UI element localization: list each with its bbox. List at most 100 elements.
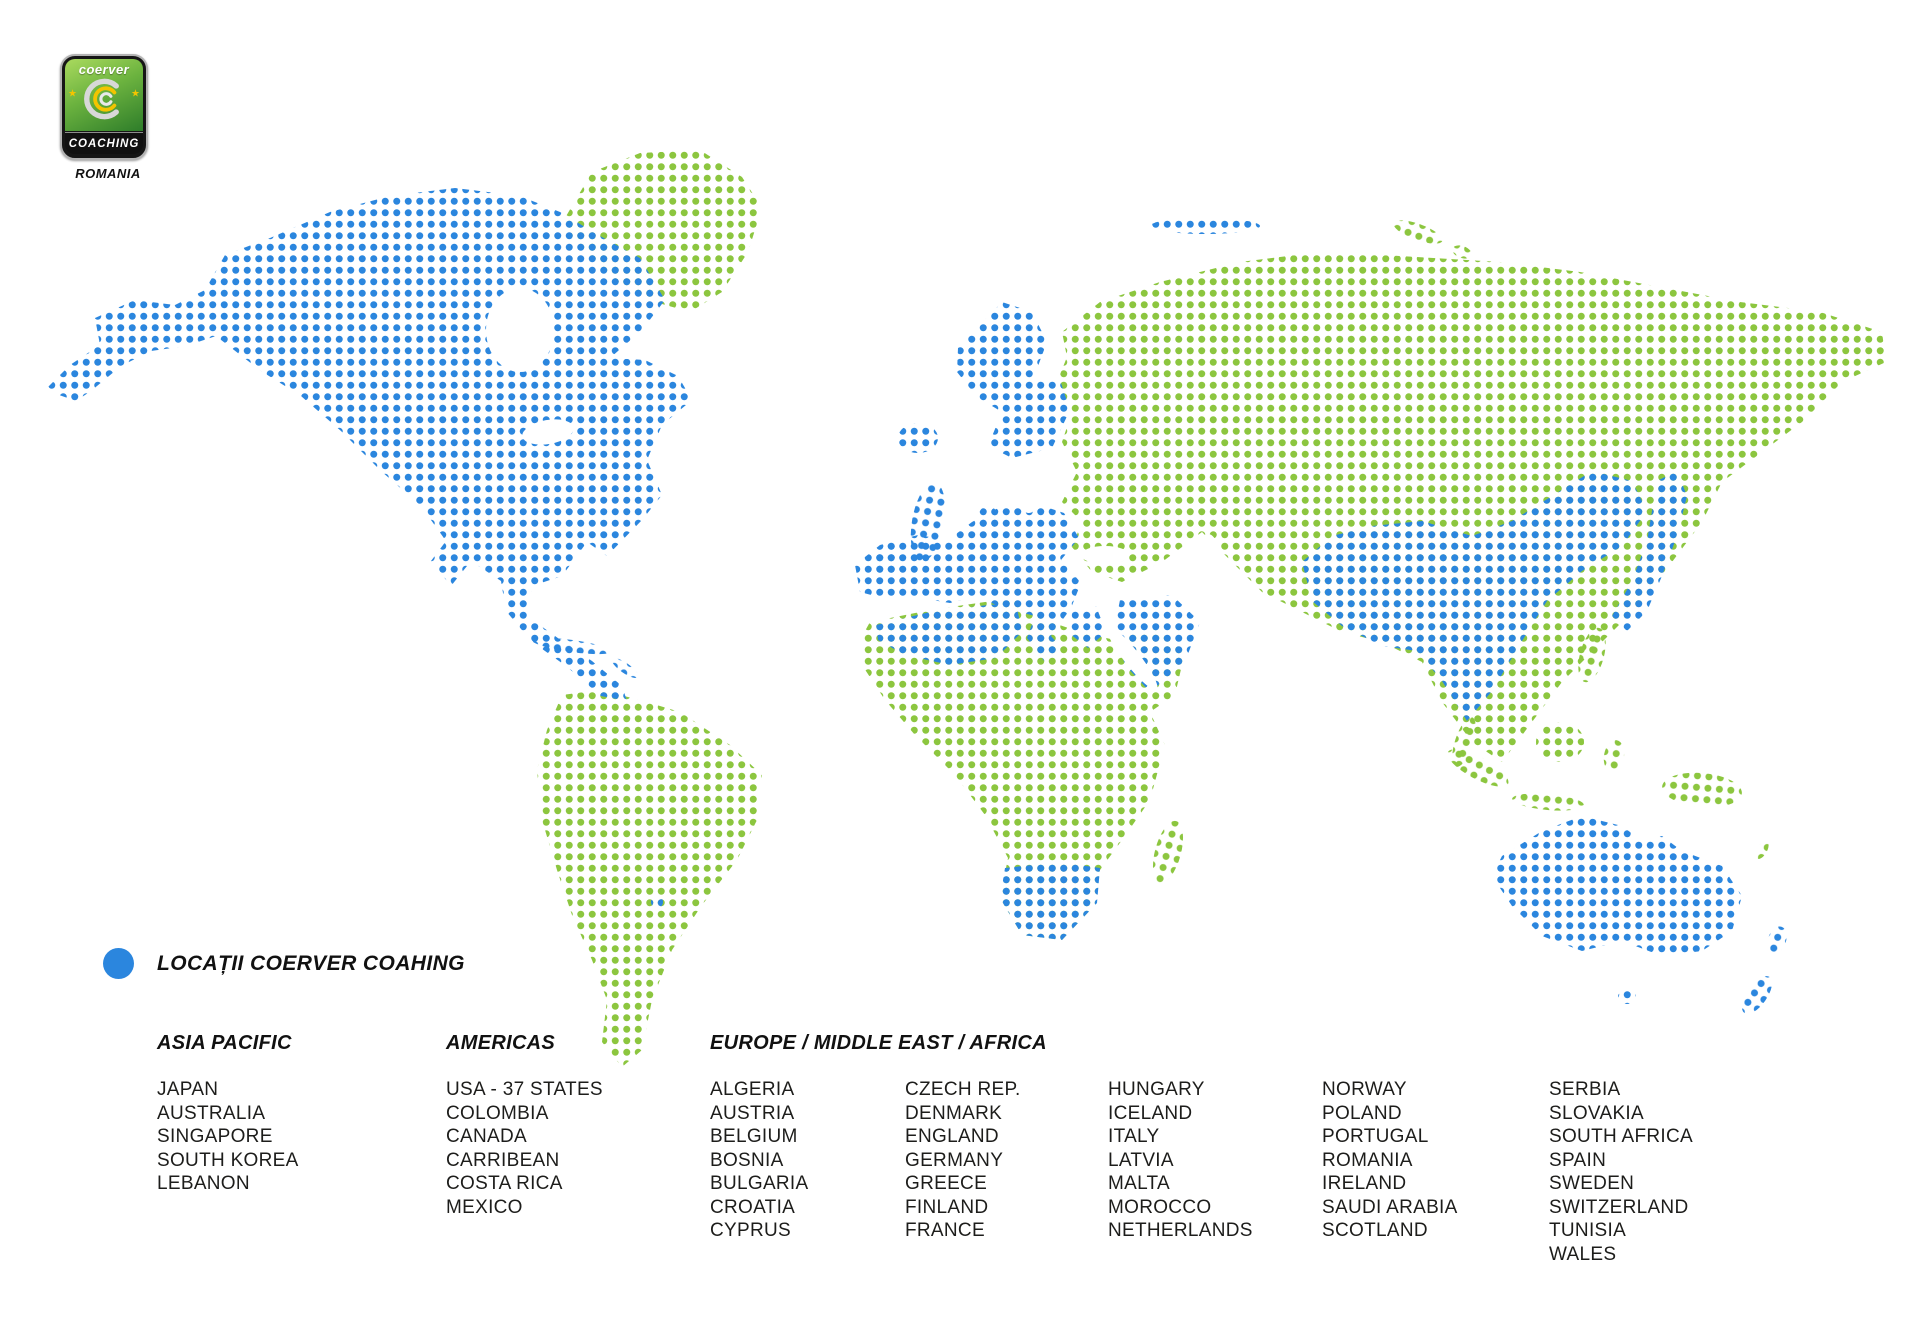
country-item-spain: SPAIN: [1549, 1149, 1607, 1171]
logo-country-label: ROMANIA: [75, 166, 141, 181]
red-sea-region: [1106, 626, 1158, 690]
star-icon: ★: [131, 88, 140, 100]
country-item-canada: CANADA: [446, 1126, 527, 1147]
australia-region: [1492, 816, 1742, 956]
svalbard-region: [1150, 218, 1260, 234]
country-item-lebanon: LEBANON: [157, 1173, 250, 1194]
scandinavia-region: [957, 302, 1070, 458]
country-item-carribean: CARRIBEAN: [446, 1149, 560, 1171]
iceland-region: [898, 423, 938, 453]
country-column-asia-pacific-1: JAPAN AUSTRALIA SINGAPORE SOUTH KOREA LEBANO…: [157, 1078, 299, 1196]
coerver-swirl-icon: [84, 79, 119, 120]
country-item-romania: ROMANIA: [1322, 1149, 1413, 1171]
hudson-bay-region: [486, 288, 554, 372]
caspian-sea-region: [1196, 534, 1220, 586]
country-column-europe-middle-east-africa-2: CZECH REP. DENMARK ENGLAND GERMANY GREECE FIN…: [905, 1078, 1021, 1243]
nw-africa-region: [876, 603, 1022, 665]
new-guinea-region: [1662, 772, 1742, 808]
country-item-australia: AUSTRALIA: [157, 1102, 266, 1124]
country-item-croatia: CROATIA: [710, 1196, 796, 1218]
country-item-tunisia: TUNISIA: [1549, 1220, 1627, 1241]
baltic-sea-region: [1000, 463, 1036, 513]
country-item-serbia: SERBIA: [1549, 1079, 1621, 1100]
south-africa-region: [1000, 862, 1100, 940]
caribbean-region: [532, 637, 612, 655]
country-item-finland: FINLAND: [905, 1196, 989, 1218]
country-item-sweden: SWEDEN: [1549, 1173, 1635, 1194]
location-dot-icon: [103, 948, 134, 979]
sulawesi-region: [1603, 740, 1625, 772]
country-item-malta: MALTA: [1108, 1173, 1171, 1194]
great-lakes-region: [522, 419, 574, 445]
south-chile-location-region: [651, 896, 663, 908]
legend-label: LOCAȚII COERVER COAHING: [157, 951, 465, 975]
country-item-hungary: HUNGARY: [1108, 1079, 1205, 1100]
country-column-europe-middle-east-africa-4: NORWAY POLAND PORTUGAL ROMANIA IRELAND SAUDI …: [1322, 1078, 1458, 1243]
new-zealand-north-region: [1767, 926, 1787, 954]
country-item-iceland: ICELAND: [1108, 1102, 1193, 1124]
country-column-americas-1: USA - 37 STATES COLOMBIA CANADA CARRIBEAN CO…: [446, 1078, 603, 1219]
tasmania-region: [1618, 990, 1636, 1004]
country-item-japan: JAPAN: [157, 1079, 219, 1100]
greece-region: [1070, 606, 1106, 648]
country-column-europe-middle-east-africa-3: HUNGARY ICELAND ITALY LATVIA MALTA MOROCCO NET…: [1108, 1078, 1253, 1243]
south-asia-region: [1302, 471, 1647, 721]
country-item-netherlands: NETHERLANDS: [1108, 1220, 1253, 1241]
country-item-italy: ITALY: [1108, 1126, 1160, 1147]
country-item-ireland: IRELAND: [1322, 1173, 1407, 1194]
group-header-asia-pacific: ASIA PACIFIC: [157, 1032, 292, 1054]
malay-peninsula-region: [1452, 717, 1476, 767]
country-item-austria: AUSTRIA: [710, 1102, 795, 1124]
country-item-germany: GERMANY: [905, 1149, 1004, 1171]
north-america-region: [45, 188, 692, 701]
country-item-portugal: PORTUGAL: [1322, 1126, 1429, 1147]
country-item-scotland: SCOTLAND: [1322, 1220, 1428, 1241]
country-column-europe-middle-east-africa-1: ALGERIA AUSTRIA BELGIUM BOSNIA BULGARIA CROAT…: [710, 1078, 809, 1243]
coerver-brand-text: coerver: [78, 62, 130, 77]
coerver-logo-green-panel: coerver ★ ★: [65, 59, 143, 131]
country-item-colombia: COLOMBIA: [446, 1102, 549, 1124]
country-item-algeria: ALGERIA: [710, 1079, 795, 1100]
philippines-region: [1578, 627, 1606, 683]
legend: LOCAȚII COERVER COAHING: [103, 948, 465, 979]
europe-mainland-region: [855, 503, 1081, 662]
country-item-poland: POLAND: [1322, 1102, 1402, 1124]
coaching-band: COACHING: [65, 132, 143, 154]
country-item-denmark: DENMARK: [905, 1102, 1003, 1124]
south-america-region: [537, 690, 762, 1067]
group-header-europe-middle-east-africa: EUROPE / MIDDLE EAST / AFRICA: [710, 1032, 1047, 1054]
black-sea-region: [1081, 546, 1129, 564]
antilles-region: [611, 657, 639, 679]
country-item-south-africa: SOUTH AFRICA: [1549, 1126, 1694, 1147]
country-item-saudi-arabia: SAUDI ARABIA: [1322, 1196, 1458, 1218]
country-item-bosnia: BOSNIA: [710, 1149, 784, 1171]
country-item-cyprus: CYPRUS: [710, 1220, 791, 1241]
country-item-czech-rep: CZECH REP.: [905, 1079, 1021, 1100]
borneo-region: [1536, 722, 1584, 762]
country-item-norway: NORWAY: [1322, 1079, 1407, 1100]
country-item-morocco: MOROCCO: [1108, 1196, 1212, 1218]
country-item-wales: WALES: [1549, 1243, 1617, 1265]
country-item-france: FRANCE: [905, 1220, 985, 1241]
country-item-costa-rica: COSTA RICA: [446, 1173, 563, 1194]
new-zealand-south-region: [1741, 976, 1773, 1014]
japan-region: [1612, 471, 1687, 631]
madagascar-region: [1152, 820, 1184, 884]
java-region: [1512, 793, 1584, 811]
country-item-england: ENGLAND: [905, 1126, 999, 1147]
country-item-greece: GREECE: [905, 1173, 988, 1194]
country-item-switzerland: SWITZERLAND: [1549, 1196, 1689, 1218]
country-item-latvia: LATVIA: [1108, 1149, 1174, 1171]
arctic-islands-2-region: [1452, 245, 1472, 259]
africa-region: [860, 600, 1185, 940]
russia-asia-region: [1057, 252, 1886, 762]
star-icon: ★: [68, 88, 77, 100]
country-item-slovakia: SLOVAKIA: [1549, 1102, 1644, 1124]
country-column-europe-middle-east-africa-5: SERBIA SLOVAKIA SOUTH AFRICA SPAIN SWEDEN SWI…: [1549, 1078, 1693, 1266]
arctic-islands-region: [1393, 220, 1443, 244]
country-item-mexico: MEXICO: [446, 1196, 523, 1218]
country-item-singapore: SINGAPORE: [157, 1126, 273, 1147]
country-item-belgium: BELGIUM: [710, 1126, 798, 1147]
